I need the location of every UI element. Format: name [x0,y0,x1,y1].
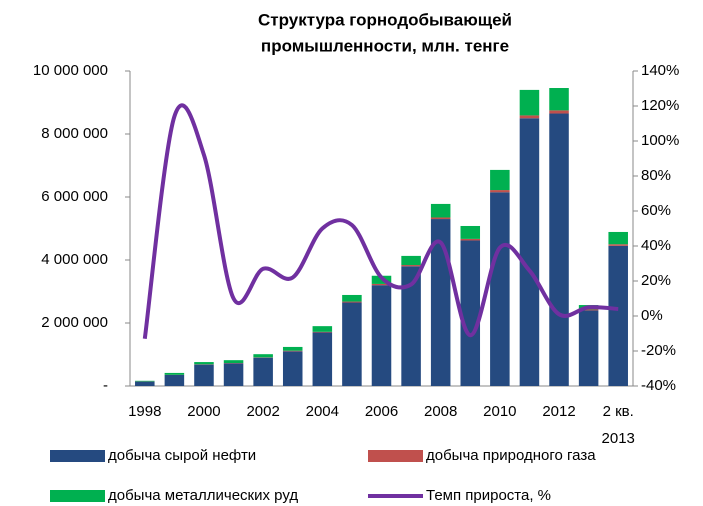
bar [253,354,273,358]
bar [223,360,244,364]
y-tick-label: 6 000 000 [41,188,108,205]
bar [578,310,599,386]
y2-tick-label: 140% [641,62,679,79]
bar [342,302,362,386]
bar [460,240,481,386]
x-tick-label: 2008 [424,403,457,420]
bar [608,244,628,246]
bar [578,309,599,311]
bar [312,326,333,332]
bar [519,115,540,119]
y2-tick-label: 40% [641,237,671,254]
bar [371,283,392,286]
x-tick-label: 1998 [128,403,161,420]
chart-title: Структура горнодобывающей [258,10,512,29]
bar [490,190,510,193]
y-tick-label: 2 000 000 [41,314,108,331]
legend-label: добыча природного газа [426,447,596,464]
x-tick-label: 2000 [187,403,220,420]
bar [164,372,185,375]
legend-swatch [50,490,105,502]
line [142,103,619,340]
bar [194,364,214,386]
bar [342,301,362,303]
legend-swatch [50,450,105,462]
legend-label: добыча сырой нефти [108,447,256,464]
bar [194,362,214,365]
bar [371,285,392,386]
y-tick-label: - [103,377,108,394]
y2-tick-label: 100% [641,132,679,149]
y-tick-label: 10 000 000 [33,62,108,79]
bar [312,331,333,333]
bar [430,217,451,220]
y2-tick-label: 0% [641,307,663,324]
bar [253,357,273,386]
bar [312,332,333,386]
y2-tick-label: -20% [641,342,676,359]
bar [430,219,451,386]
legend-label: Темп прироста, % [426,487,551,504]
bar [519,89,540,116]
bar [490,169,510,191]
bar [460,238,481,241]
bar [401,265,421,267]
bar [282,351,303,386]
bar [549,113,569,387]
bar [549,110,569,114]
bar [401,266,421,386]
x-tick-label: 2004 [306,403,339,420]
bar [430,203,451,218]
x-tick-label: 2002 [246,403,279,420]
chart-title: промышленности, млн. тенге [261,36,509,55]
bar [223,363,244,386]
bar [342,294,362,302]
bar [519,118,540,386]
bar [608,245,628,386]
x-tick-label: 2 кв. 2013 [602,403,635,447]
bar [135,381,155,386]
y2-tick-label: -40% [641,377,676,394]
y-tick-label: 4 000 000 [41,251,108,268]
x-tick-label: 2010 [483,403,516,420]
bar [401,255,421,266]
y2-tick-label: 20% [641,272,671,289]
y2-tick-label: 60% [641,202,671,219]
bar [282,346,303,351]
legend-swatch [368,450,423,462]
bar [282,350,303,352]
y2-tick-label: 120% [641,97,679,114]
legend-label: добыча металлических руд [108,487,298,504]
bar [460,225,481,239]
bar [490,192,510,386]
x-tick-label: 2012 [542,403,575,420]
x-tick-label: 2006 [365,403,398,420]
bar [135,380,155,382]
y2-tick-label: 80% [641,167,671,184]
y-tick-label: 8 000 000 [41,125,108,142]
bar [608,231,628,245]
bar [549,88,569,111]
bar [164,374,185,386]
